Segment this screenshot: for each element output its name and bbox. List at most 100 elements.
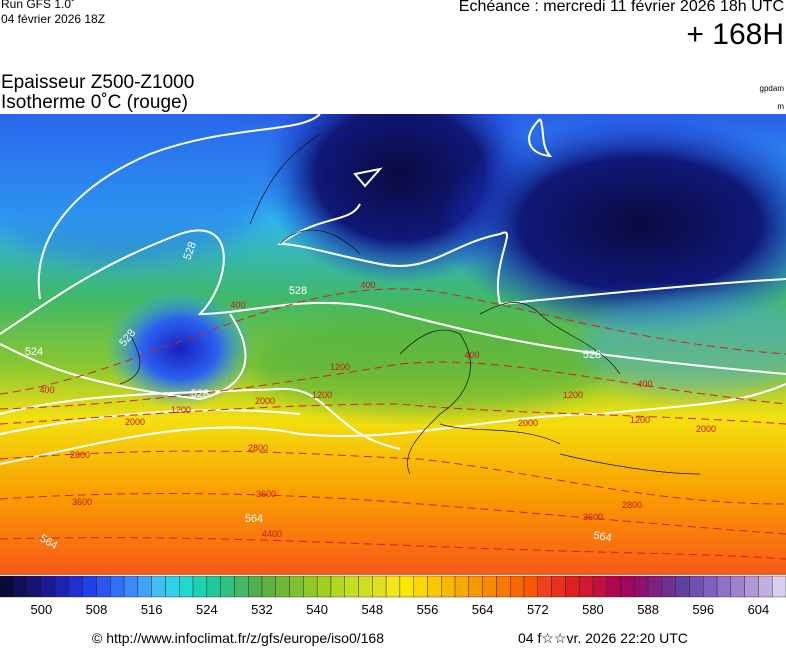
swatch bbox=[468, 576, 483, 598]
swatch bbox=[275, 576, 290, 598]
swatch bbox=[730, 576, 745, 598]
swatch bbox=[744, 576, 759, 598]
isotherm-label: 2800 bbox=[622, 500, 642, 510]
swatch bbox=[0, 576, 14, 598]
swatch bbox=[482, 576, 497, 598]
swatch bbox=[13, 576, 28, 598]
isotherm-label: 2000 bbox=[255, 396, 275, 406]
swatch bbox=[41, 576, 56, 598]
colorbar-label: 580 bbox=[582, 602, 604, 616]
swatch bbox=[606, 576, 621, 598]
swatch bbox=[82, 576, 97, 598]
swatch bbox=[27, 576, 42, 598]
swatch bbox=[372, 576, 387, 598]
colorbar-label: 540 bbox=[306, 602, 328, 616]
colorbar-label: 588 bbox=[637, 602, 659, 616]
swatch bbox=[165, 576, 180, 598]
colorbar-label: 564 bbox=[472, 602, 494, 616]
run-label: Run GFS 1.0˚ bbox=[1, 0, 76, 11]
swatch bbox=[551, 576, 566, 598]
colorbar-label: 548 bbox=[361, 602, 383, 616]
isotherm-label: 2800 bbox=[248, 443, 268, 453]
isotherm-label: 400 bbox=[637, 379, 652, 389]
source: © http://www.infoclimat.fr/z/gfs/europe/… bbox=[92, 630, 385, 646]
isotherm-label: 3600 bbox=[583, 512, 603, 522]
swatch bbox=[496, 576, 511, 598]
swatch bbox=[620, 576, 635, 598]
colorbar-label: 516 bbox=[141, 602, 163, 616]
swatch bbox=[689, 576, 704, 598]
swatch bbox=[510, 576, 525, 598]
swatch bbox=[206, 576, 221, 598]
field bbox=[0, 114, 786, 575]
swatch bbox=[647, 576, 663, 598]
thickness-label: 564 bbox=[592, 530, 612, 545]
swatch bbox=[661, 576, 676, 598]
thickness-label: 528 bbox=[289, 285, 307, 297]
swatch bbox=[289, 576, 304, 598]
swatch bbox=[123, 576, 139, 598]
swatch bbox=[772, 576, 786, 598]
thickness-contours bbox=[0, 114, 786, 465]
isotherm-label: 1200 bbox=[312, 390, 332, 400]
colorbar-label: 556 bbox=[417, 602, 439, 616]
isotherm-label: 1200 bbox=[171, 405, 191, 415]
colorbar: 500 508 516 524 532 540 548 556 564 572 580 588 596 6… bbox=[0, 576, 786, 616]
swatch bbox=[192, 576, 208, 598]
swatch bbox=[758, 576, 773, 598]
isotherm-label: 1200 bbox=[563, 390, 583, 400]
isotherm-label: 1200 bbox=[630, 415, 650, 425]
isotherm-label: 2800 bbox=[70, 450, 90, 460]
unit-isotherm: m bbox=[777, 102, 784, 111]
thickness-label: 528 bbox=[583, 349, 601, 361]
colorbar-label: 532 bbox=[251, 602, 273, 616]
swatch bbox=[675, 576, 690, 598]
swatch bbox=[248, 576, 263, 598]
isotherm-label: 400 bbox=[39, 385, 54, 395]
swatch bbox=[537, 576, 552, 598]
thickness-label: 524 bbox=[25, 346, 43, 358]
generated: 04 f☆☆vr. 2026 22:20 UTC bbox=[518, 630, 688, 646]
lead-time: + 168H bbox=[686, 18, 784, 51]
swatch bbox=[634, 576, 649, 598]
colorbar-label: 524 bbox=[196, 602, 218, 616]
isotherm-label: 400 bbox=[360, 280, 375, 290]
isotherm-label: 2000 bbox=[125, 417, 145, 427]
swatch bbox=[220, 576, 235, 598]
swatch bbox=[261, 576, 276, 598]
swatch bbox=[68, 576, 83, 598]
swatch bbox=[54, 576, 70, 598]
isotherm-label: 3600 bbox=[72, 497, 92, 507]
swatch bbox=[330, 576, 345, 598]
title-line1: Epaisseur Z500-Z1000 bbox=[1, 72, 195, 93]
thickness-label: 564 bbox=[245, 513, 263, 525]
unit-thickness: gpdam bbox=[759, 84, 784, 93]
swatch bbox=[151, 576, 166, 598]
thickness-label: 528 bbox=[191, 388, 209, 400]
swatch bbox=[137, 576, 152, 598]
isotherm-label: 2000 bbox=[518, 418, 538, 428]
swatch bbox=[316, 576, 332, 598]
colorbar-label: 572 bbox=[527, 602, 549, 616]
swatch bbox=[413, 576, 428, 598]
swatch bbox=[110, 576, 125, 598]
swatch bbox=[344, 576, 359, 598]
colorbar-label: 500 bbox=[31, 602, 53, 616]
isotherm-label: 400 bbox=[230, 300, 245, 310]
swatch bbox=[179, 576, 194, 598]
echeance: Echéance : mercredi 11 février 2026 18h … bbox=[458, 0, 784, 15]
isotherm-label: 400 bbox=[464, 350, 479, 360]
swatch bbox=[565, 576, 580, 598]
title-line2: Isotherme 0˚C (rouge) bbox=[1, 92, 188, 113]
swatch bbox=[523, 576, 538, 598]
thickness-label: 528 bbox=[181, 240, 199, 261]
swatch bbox=[454, 576, 470, 598]
swatch bbox=[592, 576, 607, 598]
swatch bbox=[716, 576, 732, 598]
isotherm-contours bbox=[0, 288, 786, 560]
swatch bbox=[234, 576, 249, 598]
swatch bbox=[399, 576, 414, 598]
swatch bbox=[441, 576, 456, 598]
